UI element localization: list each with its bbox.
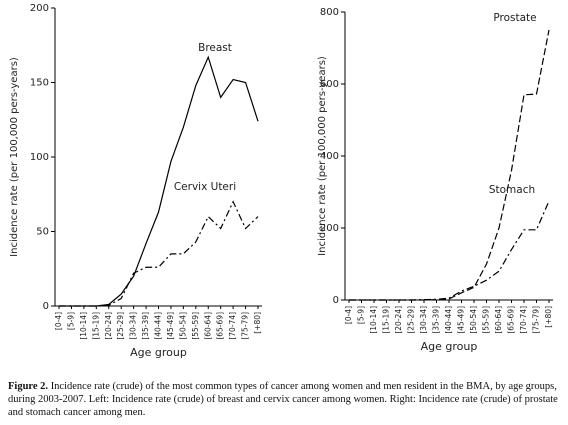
x-axis-label: Age group [421, 340, 478, 353]
series-line [349, 200, 550, 301]
x-tick-label: [35-39] [141, 312, 150, 340]
series-line [59, 200, 259, 307]
series-label: Stomach [489, 184, 535, 196]
series-line [349, 29, 550, 301]
x-tick-label: [40-44] [444, 306, 453, 334]
x-tick-label: [25-29] [116, 312, 125, 340]
x-tick-label: [30-34] [129, 312, 138, 340]
x-tick-label: [50-54] [178, 312, 187, 340]
x-tick-label: [0-4] [344, 306, 353, 324]
x-tick-label: [15-19] [91, 312, 100, 340]
y-tick-label: 200 [30, 3, 49, 14]
y-tick-label: 50 [36, 227, 49, 238]
x-tick-label: [65-69] [216, 312, 225, 340]
x-tick-label: [+80] [253, 312, 262, 334]
y-tick-label: 0 [333, 295, 339, 306]
y-tick-label: 200 [320, 223, 339, 234]
x-tick-label: [65-69] [507, 306, 516, 334]
series-label: Cervix Uteri [174, 181, 236, 193]
x-tick-label: [40-44] [154, 312, 163, 340]
x-tick-label: [+80] [544, 306, 553, 328]
y-tick-label: 150 [30, 78, 49, 89]
x-axis-label: Age group [130, 346, 187, 359]
x-tick-label: [50-54] [469, 306, 478, 334]
x-tick-label: [45-49] [166, 312, 175, 340]
x-tick-label: [5-9] [66, 312, 75, 330]
x-tick-label: [30-34] [419, 306, 428, 334]
x-tick-label: [45-49] [457, 306, 466, 334]
x-tick-label: [70-74] [519, 306, 528, 334]
y-axis-label: Incidence rate (per 100,000 pers-years) [317, 56, 328, 256]
x-tick-label: [25-29] [407, 306, 416, 334]
y-tick-label: 100 [30, 152, 49, 163]
x-tick-label: [60-64] [494, 306, 503, 334]
x-tick-label: [20-24] [394, 306, 403, 334]
caption: Figure 2. Incidence rate (crude) of the … [8, 380, 560, 419]
caption-text: Incidence rate (crude) of the most commo… [8, 381, 558, 418]
x-tick-label: [75-79] [532, 306, 541, 334]
x-tick-label: [55-59] [191, 312, 200, 340]
x-tick-label: [5-9] [357, 306, 366, 324]
x-tick-label: [10-14] [79, 312, 88, 340]
series-label: Prostate [493, 12, 536, 24]
y-tick-label: 800 [320, 7, 339, 18]
x-tick-label: [20-24] [104, 312, 113, 340]
x-tick-label: [55-59] [482, 306, 491, 334]
caption-label: Figure 2. [8, 381, 49, 392]
x-tick-label: [0-4] [54, 312, 63, 330]
x-tick-label: [60-64] [203, 312, 212, 340]
x-tick-label: [15-19] [382, 306, 391, 334]
y-tick-label: 0 [43, 301, 49, 312]
x-tick-label: [75-79] [241, 312, 250, 340]
y-axis-label: Incidence rate (per 100,000 pers-years) [9, 57, 20, 257]
x-tick-label: [70-74] [228, 312, 237, 340]
x-tick-label: [10-14] [369, 306, 378, 334]
y-tick-label: 400 [320, 151, 339, 162]
series-label: Breast [198, 42, 232, 54]
x-tick-label: [35-39] [432, 306, 441, 334]
y-tick-label: 600 [320, 79, 339, 90]
